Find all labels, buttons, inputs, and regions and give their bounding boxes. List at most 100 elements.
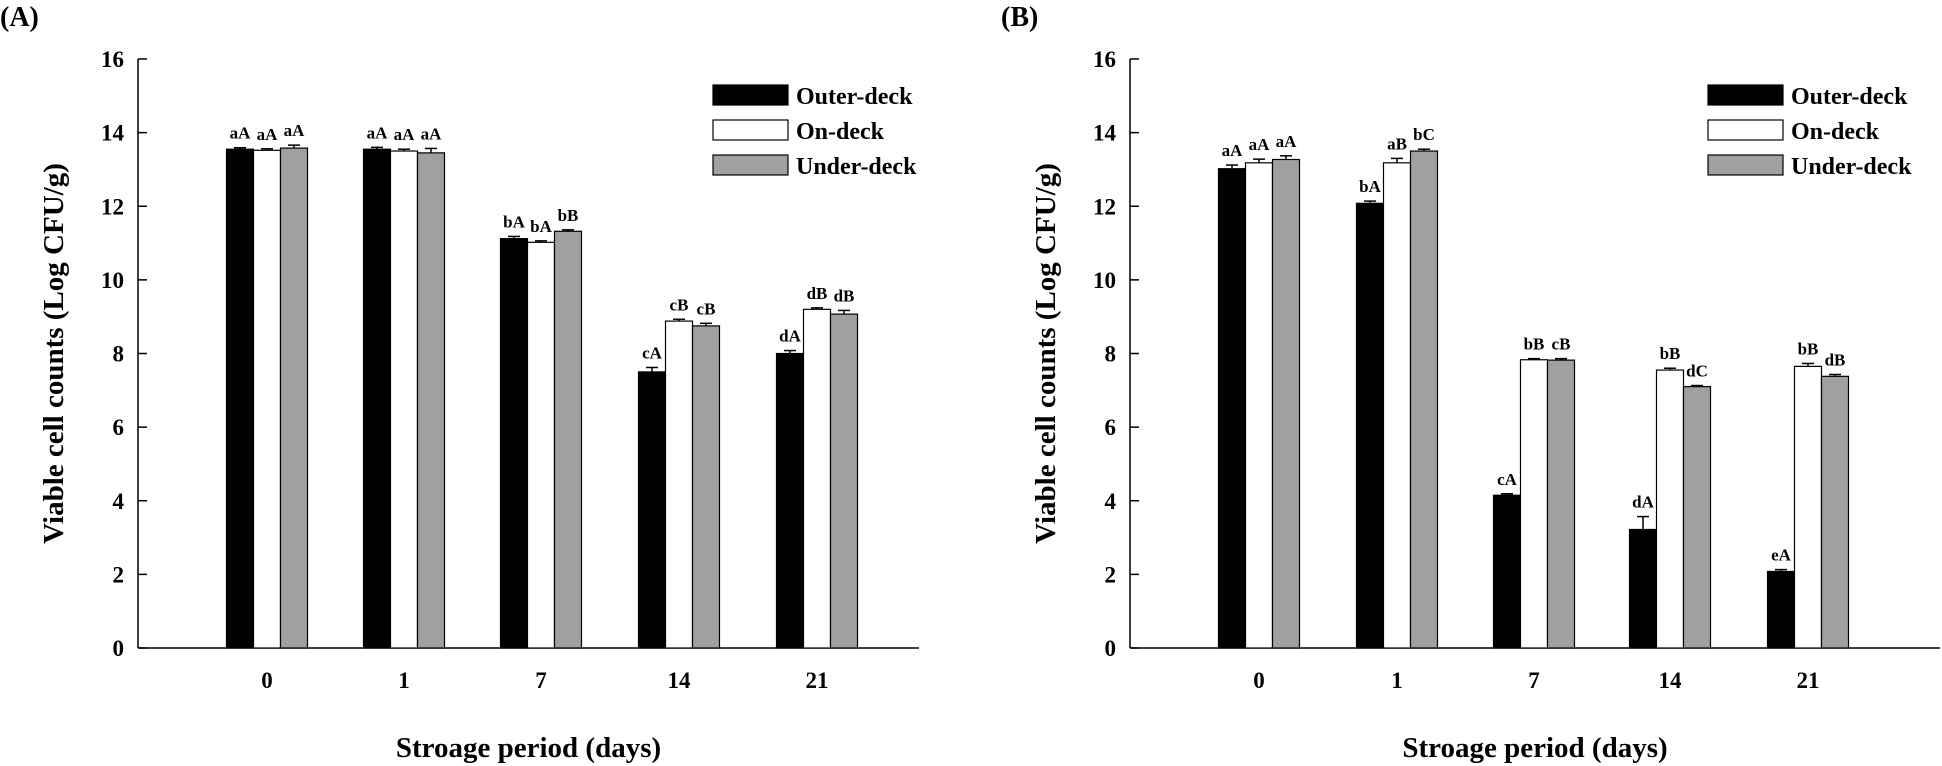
y-tick-label: 4 (113, 489, 125, 514)
y-tick-label: 0 (113, 636, 125, 661)
y-tick-label: 14 (1093, 121, 1117, 146)
chart-panel-2: (B) 0 2 4 6 8 10 12 14 16 0 1 7 14 21 aA bA cA dA eA aA aB bB b… (1001, 2, 1940, 764)
significance-label: aA (1276, 132, 1298, 151)
significance-label: bB (1660, 344, 1681, 363)
y-tick-label: 14 (101, 121, 125, 146)
y-tick-label: 12 (1093, 194, 1116, 219)
legend-label: Under-deck (796, 154, 917, 180)
significance-label: cA (642, 343, 663, 362)
significance-label: dC (1686, 362, 1708, 381)
y-axis-title: Viable cell counts (Log CFU/g) (38, 163, 70, 544)
legend-swatch (712, 84, 789, 106)
bar (802, 308, 832, 649)
x-axis-title: Stroage period (days) (396, 732, 661, 764)
significance-label: aA (1222, 141, 1244, 160)
significance-label: cB (697, 299, 716, 318)
bar (279, 147, 309, 649)
y-axis-title: Viable cell counts (Log CFU/g) (1030, 163, 1062, 544)
significance-label: aA (394, 125, 416, 144)
y-tick-label: 12 (101, 194, 124, 219)
y-tick-label: 4 (1105, 489, 1117, 514)
bar (553, 230, 583, 649)
x-tick-label: 1 (398, 668, 410, 693)
legend-label: On-deck (796, 119, 885, 145)
bar (1409, 150, 1439, 649)
y-tick-label: 10 (1093, 268, 1116, 293)
significance-label: aA (367, 123, 389, 142)
bar (1244, 162, 1274, 649)
significance-label: aA (230, 124, 252, 143)
significance-label: cB (1552, 335, 1571, 354)
significance-label: dB (834, 286, 855, 305)
significance-label: bA (503, 212, 525, 231)
x-axis-title: Stroage period (days) (1402, 732, 1667, 764)
panel-label: (B) (1001, 2, 1038, 33)
y-tick-label: 2 (113, 562, 125, 587)
significance-label: bA (530, 217, 552, 236)
bar (1492, 494, 1522, 649)
x-tick-label: 14 (1659, 668, 1683, 693)
x-tick-label: 0 (1253, 668, 1265, 693)
bar (362, 148, 392, 649)
bar (775, 352, 805, 649)
bar (1355, 202, 1385, 649)
y-tick-label: 16 (1093, 47, 1116, 72)
significance-label: aA (421, 124, 443, 143)
bar (225, 148, 255, 649)
legend-swatch (1707, 119, 1784, 141)
significance-label: bC (1413, 125, 1435, 144)
y-tick-label: 16 (101, 47, 124, 72)
x-tick-label: 21 (1797, 668, 1820, 693)
significance-label: bA (1359, 177, 1381, 196)
y-tick-label: 10 (101, 268, 124, 293)
significance-label: bB (1798, 339, 1819, 358)
bar (389, 150, 419, 649)
legend-swatch (1707, 84, 1784, 106)
x-tick-label: 7 (1528, 668, 1540, 693)
significance-label: dA (779, 327, 801, 346)
bar (691, 325, 721, 649)
significance-label: aA (284, 121, 306, 140)
bar (829, 313, 859, 649)
x-tick-label: 0 (261, 668, 273, 693)
significance-label: aA (1249, 135, 1271, 154)
significance-label: dB (807, 284, 828, 303)
significance-label: aA (257, 125, 279, 144)
significance-label: bB (1524, 335, 1545, 354)
bar (526, 241, 556, 649)
significance-label: cB (670, 295, 689, 314)
significance-label: aB (1387, 134, 1407, 153)
x-tick-label: 1 (1391, 668, 1403, 693)
y-tick-label: 0 (1105, 636, 1117, 661)
bar (664, 320, 694, 649)
x-tick-label: 14 (668, 668, 692, 693)
bar (1271, 158, 1301, 649)
bar (1382, 162, 1412, 649)
bar (1217, 168, 1247, 649)
legend-label: Under-deck (1791, 154, 1912, 180)
x-tick-label: 21 (806, 668, 829, 693)
bar (252, 149, 282, 649)
chart-panel-1: (A) 0 2 4 6 8 10 12 14 16 0 1 7 14 21 aA aA bA cA dA aA aA bA c… (0, 2, 919, 764)
bar (1628, 528, 1658, 649)
significance-label: bB (558, 206, 579, 225)
y-tick-label: 6 (113, 415, 125, 440)
y-tick-label: 8 (113, 342, 125, 367)
legend-label: Outer-deck (1791, 84, 1908, 110)
y-tick-label: 2 (1105, 562, 1117, 587)
bar (1519, 359, 1549, 649)
bar (637, 371, 667, 649)
bar (1766, 570, 1796, 649)
significance-label: cA (1497, 470, 1518, 489)
legend-swatch (1707, 154, 1784, 176)
legend-label: Outer-deck (796, 84, 913, 110)
significance-label: dB (1825, 350, 1846, 369)
legend-label: On-deck (1791, 119, 1880, 145)
bar (1546, 359, 1576, 649)
panel-label: (A) (0, 2, 39, 33)
bar (499, 238, 529, 649)
x-tick-label: 7 (535, 668, 547, 693)
bar (1682, 386, 1712, 649)
legend-swatch (712, 154, 789, 176)
